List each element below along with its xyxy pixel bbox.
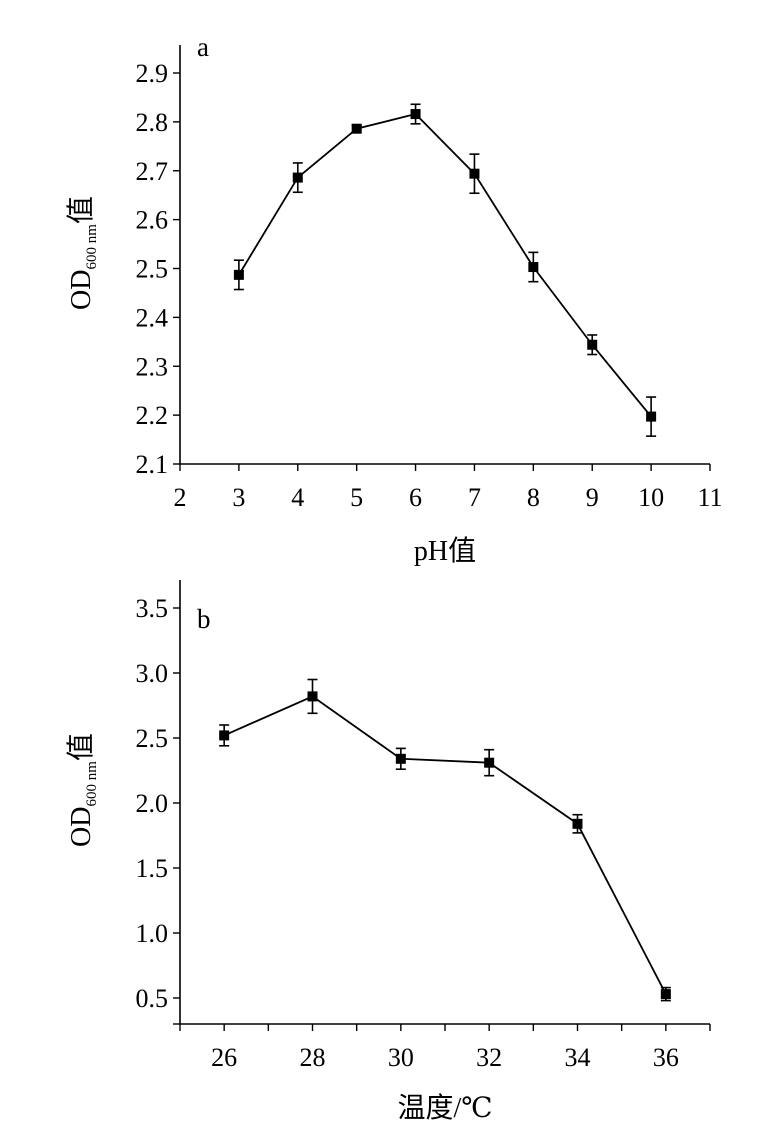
data-point (469, 168, 480, 179)
y-tick-label: 2.7 (136, 157, 169, 186)
y-axis-title-subscript: 600 nm (84, 761, 100, 807)
x-axis-title: 温度/℃ (397, 1092, 492, 1124)
x-tick-label: 26 (211, 1043, 237, 1072)
x-tick-label: 11 (697, 483, 722, 512)
data-point (410, 109, 421, 120)
series-line (238, 113, 652, 418)
x-tick-label: 7 (468, 483, 481, 512)
x-tick-label: 9 (586, 483, 599, 512)
x-tick-label: 2 (174, 483, 187, 512)
axes-frame (179, 580, 710, 1025)
x-axis-title: pH值 (414, 535, 476, 567)
data-point (660, 989, 671, 1000)
data-point (484, 757, 495, 768)
y-tick-label: 2.6 (136, 206, 169, 235)
x-tick-label: 5 (350, 483, 363, 512)
data-point (351, 123, 362, 134)
y-tick-label: 2.3 (136, 352, 169, 381)
data-point (292, 172, 303, 183)
y-tick-label: 2.2 (136, 401, 169, 430)
y-tick-label: 3.5 (136, 594, 169, 623)
data-point (395, 753, 406, 764)
y-tick-label: 3.0 (136, 659, 169, 688)
y-axis-title-subscript: 600 nm (84, 224, 100, 270)
x-tick-label: 28 (300, 1043, 326, 1072)
y-tick-label: 2.8 (136, 108, 169, 137)
y-tick-label: 1.0 (136, 919, 169, 948)
axes-frame (179, 45, 710, 465)
x-tick-label: 6 (409, 483, 422, 512)
x-tick-label: 30 (388, 1043, 414, 1072)
series-line (223, 695, 667, 995)
x-tick-label: 3 (232, 483, 245, 512)
chart-panel-b: 26 28 30 32 34 36 0.5 1.0 1.5 2.0 2.5 3.0 3.5 b 温度/℃ OD… (65, 580, 711, 1124)
x-tick-label: 34 (565, 1043, 591, 1072)
data-point (219, 730, 230, 741)
chart-panel-a: 2 3 4 5 6 7 8 9 10 11 2.1 2.2 2.3 2.4 2.5 2.6 2.7 2.8 2.9 a… (65, 32, 723, 567)
y-tick-label: 2.5 (136, 724, 169, 753)
panel-label: a (197, 32, 209, 62)
x-tick-label: 8 (527, 483, 540, 512)
x-tick-label: 32 (476, 1043, 502, 1072)
x-tick-label: 10 (638, 483, 664, 512)
y-tick-label: 2.4 (136, 303, 169, 332)
data-point (233, 269, 244, 280)
y-tick-label: 2.1 (136, 450, 169, 479)
data-point (572, 818, 583, 829)
y-tick-label: 0.5 (136, 984, 169, 1013)
y-tick-label: 1.5 (136, 854, 169, 883)
y-tick-label: 2.0 (136, 789, 169, 818)
data-point (307, 691, 318, 702)
y-axis-title-suffix: 值 (65, 196, 97, 224)
x-tick-label: 36 (653, 1043, 679, 1072)
y-axis-title: OD600 nm值 (65, 196, 100, 310)
y-tick-label: 2.5 (136, 255, 169, 284)
data-point (587, 339, 598, 350)
y-tick-label: 2.9 (136, 59, 169, 88)
x-tick-label: 4 (291, 483, 304, 512)
y-axis-title-main: OD (66, 269, 97, 309)
y-axis-title-suffix: 值 (65, 733, 97, 761)
data-point (528, 262, 539, 273)
panel-label: b (197, 604, 211, 634)
y-axis-title: OD600 nm值 (65, 733, 100, 847)
y-axis-title-main: OD (66, 806, 97, 846)
data-point (646, 411, 657, 422)
